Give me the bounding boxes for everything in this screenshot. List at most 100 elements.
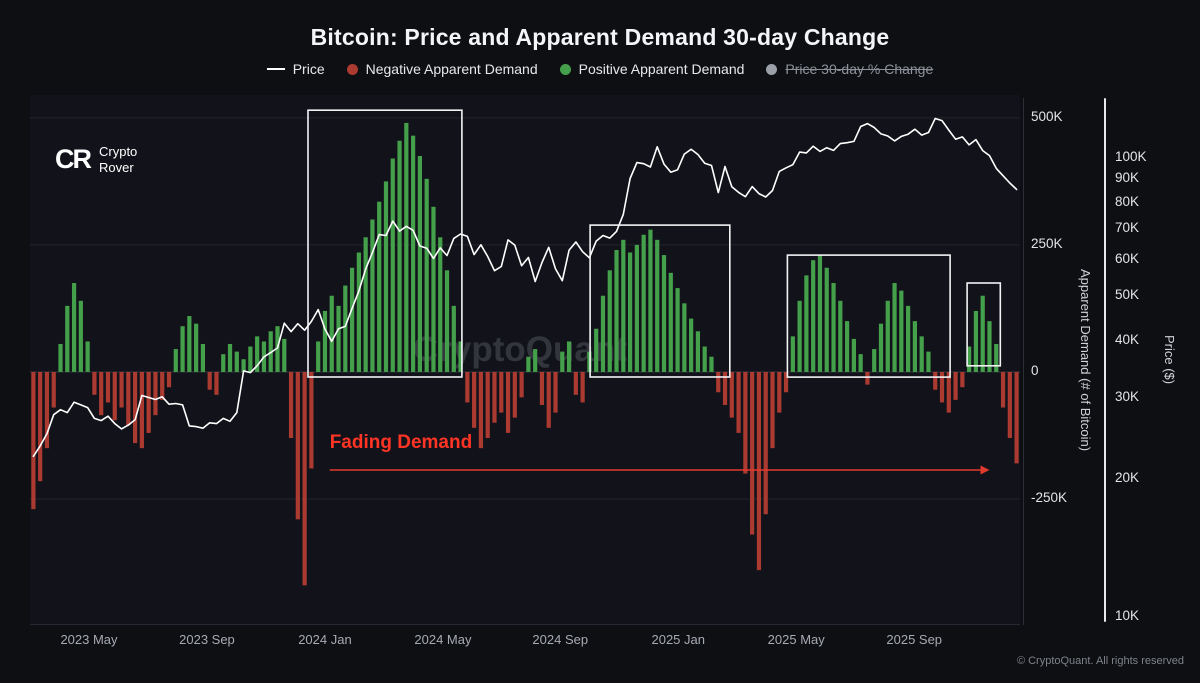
x-axis-tick: 2023 May bbox=[60, 632, 118, 647]
demand-bar-negative bbox=[946, 371, 951, 413]
demand-bar-negative bbox=[716, 371, 721, 393]
demand-bar-negative bbox=[580, 371, 585, 403]
demand-bar-positive bbox=[899, 290, 904, 372]
demand-bar-positive bbox=[227, 343, 233, 372]
logo-text-line2: Rover bbox=[99, 159, 134, 175]
legend-label: Negative Apparent Demand bbox=[365, 61, 538, 77]
demand-bar-positive bbox=[275, 326, 280, 372]
demand-bar-negative bbox=[160, 371, 165, 400]
demand-bar-positive bbox=[438, 237, 443, 372]
demand-bar-negative bbox=[478, 371, 484, 449]
demand-bar-negative bbox=[112, 371, 117, 421]
demand-bar-positive bbox=[634, 244, 639, 372]
demand-bar-negative bbox=[553, 371, 558, 413]
demand-bar-negative bbox=[92, 371, 97, 395]
crypto-rover-logo-text: Crypto Rover bbox=[99, 144, 137, 175]
demand-bar-negative bbox=[763, 371, 768, 515]
demand-bar-positive bbox=[316, 341, 321, 372]
demand-bar-positive bbox=[221, 354, 226, 372]
demand-bar-positive bbox=[709, 356, 714, 372]
demand-bar-positive bbox=[329, 295, 334, 372]
demand-bar-negative bbox=[953, 371, 958, 400]
demand-bar-positive bbox=[431, 206, 436, 372]
demand-axis-tick: -250K bbox=[1031, 489, 1068, 505]
demand-bar-positive bbox=[689, 318, 694, 372]
demand-bar-negative bbox=[756, 371, 762, 571]
price-axis-title: Price ($) bbox=[1162, 335, 1177, 385]
demand-bar-positive bbox=[424, 178, 429, 372]
demand-bar-negative bbox=[99, 371, 104, 416]
legend-item-negative-apparent-demand[interactable]: Negative Apparent Demand bbox=[346, 61, 538, 77]
demand-bar-positive bbox=[919, 336, 924, 372]
demand-axis-tick: 250K bbox=[1031, 235, 1063, 251]
price-axis-tick: 20K bbox=[1115, 469, 1140, 485]
demand-bar-positive bbox=[831, 283, 836, 372]
highlight-box-1 bbox=[307, 109, 463, 378]
legend-item-price[interactable]: Price bbox=[266, 61, 325, 77]
demand-bar-negative bbox=[51, 371, 56, 408]
price-axis-tick: 50K bbox=[1115, 287, 1140, 303]
demand-bar-positive bbox=[71, 283, 77, 372]
price-line-swatch bbox=[266, 68, 285, 70]
demand-bar-positive bbox=[892, 283, 897, 372]
demand-bar-positive bbox=[661, 255, 667, 372]
demand-bar-positive bbox=[973, 310, 979, 372]
highlight-box-2 bbox=[589, 224, 731, 378]
demand-bar-negative bbox=[729, 371, 734, 418]
demand-bar-negative bbox=[960, 371, 965, 388]
demand-bar-negative bbox=[770, 371, 775, 449]
demand-bar-positive bbox=[173, 349, 178, 372]
price-line bbox=[32, 117, 1018, 458]
legend: Price Negative Apparent Demand Positive Ap… bbox=[0, 61, 1200, 77]
crypto-rover-logo-icon: CR bbox=[55, 144, 92, 175]
crypto-rover-logo: CR Crypto Rover bbox=[55, 144, 137, 175]
demand-bar-negative bbox=[302, 371, 307, 586]
demand-bar-positive bbox=[641, 234, 646, 372]
demand-bar-negative bbox=[166, 371, 172, 388]
demand-bar-negative bbox=[214, 371, 219, 395]
fading-demand-arrowhead bbox=[980, 465, 990, 475]
demand-bar-positive bbox=[255, 336, 260, 372]
legend-dot-icon bbox=[559, 63, 571, 75]
price-axis-tick: 10K bbox=[1115, 607, 1140, 623]
demand-bar-negative bbox=[1014, 371, 1019, 464]
demand-bar-negative bbox=[207, 371, 212, 390]
price-axis-tick: 60K bbox=[1115, 251, 1140, 267]
demand-bar-negative bbox=[783, 371, 789, 393]
demand-bar-positive bbox=[695, 331, 701, 372]
price-axis-tick: 40K bbox=[1115, 331, 1140, 347]
demand-bar-negative bbox=[1000, 371, 1006, 408]
fading-demand-label: Fading Demand bbox=[330, 432, 473, 453]
demand-bar-negative bbox=[485, 371, 490, 438]
demand-bar-negative bbox=[126, 371, 131, 426]
legend-label: Price bbox=[292, 61, 325, 77]
demand-bar-positive bbox=[844, 321, 850, 372]
demand-bar-positive bbox=[85, 341, 90, 372]
demand-bar-positive bbox=[655, 239, 660, 372]
demand-bar-negative bbox=[465, 371, 470, 403]
demand-axis-spine bbox=[1023, 98, 1024, 625]
demand-bar-negative bbox=[743, 371, 748, 474]
demand-bar-negative bbox=[546, 371, 551, 428]
demand-bar-positive bbox=[241, 359, 246, 372]
demand-bar-negative bbox=[519, 371, 524, 398]
demand-bar-positive bbox=[790, 336, 795, 372]
demand-bar-positive bbox=[363, 237, 368, 372]
demand-bar-positive bbox=[451, 305, 456, 372]
demand-bar-positive bbox=[349, 267, 355, 372]
plot-panel: CryptoQuant Fading Demand bbox=[30, 95, 1020, 625]
legend-item-positive-apparent-demand[interactable]: Positive Apparent Demand bbox=[559, 61, 744, 77]
demand-bar-positive bbox=[817, 255, 823, 372]
highlight-box-3 bbox=[786, 254, 951, 378]
demand-bar-positive bbox=[370, 219, 375, 372]
demand-bar-negative bbox=[309, 371, 314, 469]
demand-bar-positive bbox=[411, 135, 416, 372]
demand-bar-positive bbox=[383, 181, 389, 372]
demand-bar-positive bbox=[458, 341, 463, 372]
x-axis-tick: 2025 May bbox=[767, 632, 825, 647]
legend-item-price-30-day-change[interactable]: Price 30-day % Change bbox=[766, 61, 933, 77]
demand-bar-positive bbox=[878, 323, 884, 372]
demand-bar-positive bbox=[444, 270, 450, 372]
demand-bar-positive bbox=[885, 300, 890, 372]
